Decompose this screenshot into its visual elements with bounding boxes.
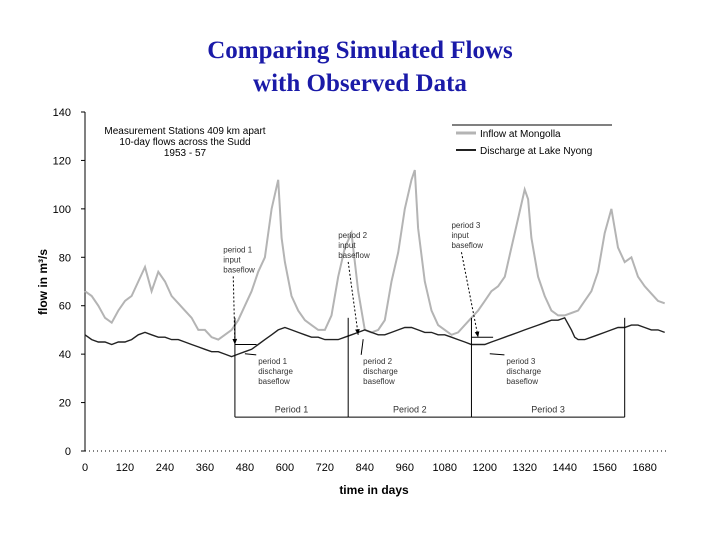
series-line-1 xyxy=(84,169,666,341)
annotation-arrow-line xyxy=(347,261,359,335)
legend-entry-label: Inflow at Mongolla xyxy=(480,129,561,140)
x-tick-label: 1320 xyxy=(513,462,537,474)
annotation-arrowhead xyxy=(474,331,480,338)
y-tick-label: 20 xyxy=(59,398,71,410)
x-tick-label: 840 xyxy=(356,462,374,474)
discharge-baseflow-label: period 2 xyxy=(363,357,392,366)
y-axis-label: flow in m³/s xyxy=(36,249,50,315)
discharge-baseflow-label: discharge xyxy=(363,367,398,376)
input-baseflow-label: input xyxy=(338,241,356,250)
slide-title: Comparing Simulated Flows with Observed … xyxy=(0,34,720,100)
input-baseflow-label: baseflow xyxy=(223,265,255,274)
x-tick-label: 240 xyxy=(156,462,174,474)
x-tick-label: 960 xyxy=(396,462,414,474)
x-axis-label: time in days xyxy=(339,483,409,497)
input-baseflow-label: baseflow xyxy=(451,241,483,250)
legend-entry-label: Discharge at Lake Nyong xyxy=(480,146,592,157)
input-baseflow-label: period 2 xyxy=(338,231,367,240)
x-tick-label: 480 xyxy=(236,462,254,474)
y-tick-label: 140 xyxy=(53,107,71,119)
x-tick-label: 1680 xyxy=(632,462,656,474)
discharge-pointer-line xyxy=(489,353,505,356)
period-label: Period 1 xyxy=(275,404,309,414)
y-tick-label: 60 xyxy=(59,301,71,313)
discharge-pointer-line xyxy=(360,339,364,355)
discharge-baseflow-label: discharge xyxy=(506,367,541,376)
chart-legend: Inflow at Mongolla Discharge at Lake Nyon… xyxy=(452,124,612,157)
input-baseflow-label: input xyxy=(223,255,241,264)
y-tick-label: 100 xyxy=(53,204,71,216)
x-tick-label: 1440 xyxy=(552,462,576,474)
input-baseflow-label: period 1 xyxy=(223,245,252,254)
info-text-line: 10-day flows across the Sudd xyxy=(119,137,250,148)
annotation-arrowhead xyxy=(232,338,238,345)
input-baseflow-label: baseflow xyxy=(338,251,370,260)
y-tick-label: 80 xyxy=(59,252,71,264)
x-tick-label: 360 xyxy=(196,462,214,474)
y-tick-label: 0 xyxy=(65,446,71,458)
annotation-arrow-line xyxy=(232,276,236,345)
x-tick-label: 1080 xyxy=(433,462,457,474)
chart-series xyxy=(84,169,666,358)
title-line-2: with Observed Data xyxy=(253,70,467,97)
y-tick-label: 40 xyxy=(59,349,71,361)
y-tick-label: 120 xyxy=(53,155,71,167)
chart-axes: 0 20 40 60 80 100 120 140 0 120 240 360 480 600 720 840… xyxy=(53,107,668,474)
x-tick-label: 1560 xyxy=(592,462,616,474)
series-line-2 xyxy=(84,316,665,358)
x-tick-label: 120 xyxy=(116,462,134,474)
discharge-baseflow-label: discharge xyxy=(258,367,293,376)
annotation-arrowhead xyxy=(355,328,360,335)
discharge-pointer-line xyxy=(244,353,257,356)
x-tick-label: 600 xyxy=(276,462,294,474)
discharge-baseflow-label: baseflow xyxy=(363,377,395,386)
x-tick-label: 1200 xyxy=(473,462,497,474)
input-baseflow-label: input xyxy=(451,231,469,240)
info-text-line: Measurement Stations 409 km apart xyxy=(104,126,265,137)
annotation-arrow-line xyxy=(460,252,479,338)
info-text-line: 1953 - 57 xyxy=(164,148,207,159)
x-tick-label: 720 xyxy=(316,462,334,474)
chart-info-text: Measurement Stations 409 km apart10-day … xyxy=(104,126,265,159)
title-line-1: Comparing Simulated Flows xyxy=(207,37,513,64)
input-baseflow-label: period 3 xyxy=(451,221,480,230)
discharge-baseflow-label: baseflow xyxy=(258,377,290,386)
period-label: Period 3 xyxy=(531,404,565,414)
x-tick-label: 0 xyxy=(82,462,88,474)
discharge-baseflow-label: baseflow xyxy=(506,377,538,386)
discharge-baseflow-label: period 1 xyxy=(258,357,287,366)
discharge-baseflow-label: period 3 xyxy=(506,357,535,366)
period-label: Period 2 xyxy=(393,404,427,414)
